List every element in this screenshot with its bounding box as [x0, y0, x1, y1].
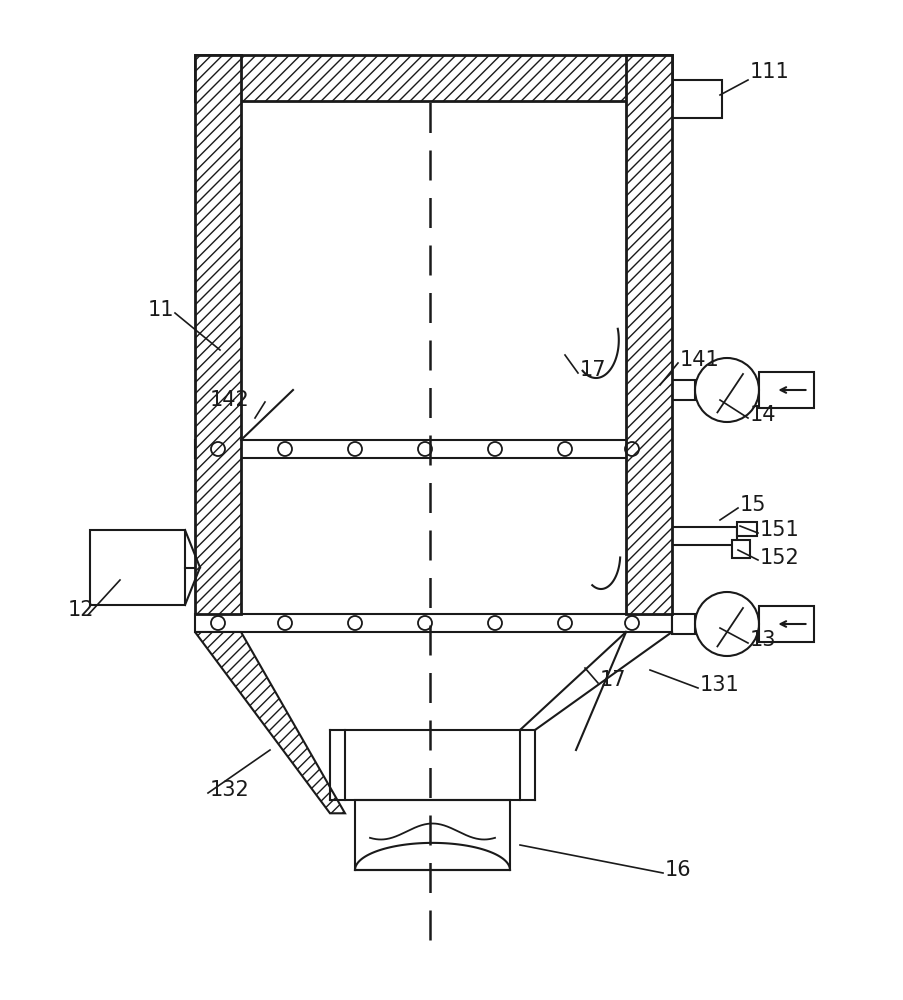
Polygon shape — [195, 632, 345, 813]
Bar — [195, 55, 671, 101]
Text: 131: 131 — [699, 675, 739, 695]
Bar — [759, 372, 813, 408]
Bar — [731, 540, 749, 558]
Bar — [736, 522, 756, 536]
Bar — [355, 800, 509, 870]
Bar — [671, 80, 721, 118]
Text: 141: 141 — [679, 350, 719, 370]
Bar — [671, 614, 694, 634]
Bar — [195, 614, 671, 632]
Text: 17: 17 — [600, 670, 626, 690]
Bar — [90, 530, 185, 605]
Text: 12: 12 — [68, 600, 95, 620]
Bar — [671, 527, 736, 545]
Text: 132: 132 — [209, 780, 249, 800]
Text: 111: 111 — [749, 62, 789, 82]
Bar — [195, 440, 671, 458]
Text: 11: 11 — [148, 300, 174, 320]
Text: 16: 16 — [665, 860, 691, 880]
Text: 152: 152 — [759, 548, 799, 568]
Text: 151: 151 — [759, 520, 799, 540]
Bar — [625, 55, 671, 614]
Text: 17: 17 — [580, 360, 606, 380]
Text: 15: 15 — [740, 495, 766, 515]
Bar — [195, 55, 241, 614]
Text: 14: 14 — [749, 405, 776, 425]
Text: 142: 142 — [209, 390, 249, 410]
Bar — [759, 606, 813, 642]
Text: 13: 13 — [749, 630, 776, 650]
Bar — [671, 380, 694, 400]
